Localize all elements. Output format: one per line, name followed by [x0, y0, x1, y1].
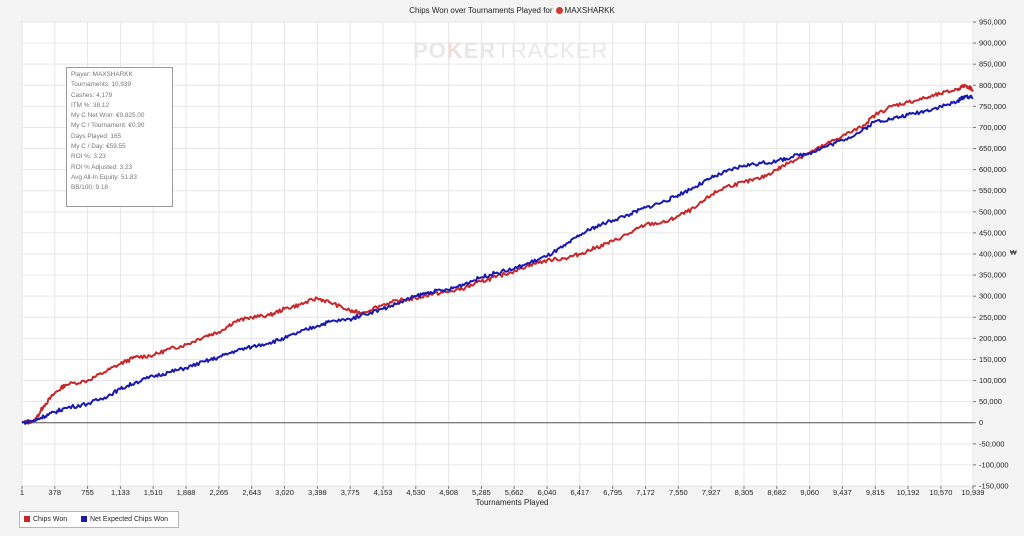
- y-tick-label-11: 400,000: [979, 250, 1006, 259]
- y-tick-label-22: 950,000: [979, 18, 1006, 27]
- y-tick-label-4: 50,000: [979, 397, 1002, 406]
- legend: Chips Won Net Expected Chips Won: [19, 511, 179, 528]
- x-tick-label-11: 4,153: [374, 488, 393, 497]
- x-tick-label-9: 3,398: [308, 488, 327, 497]
- pokertracker-watermark: POKERTRACKER: [413, 38, 609, 63]
- stats-box: Player: MAXSHARKK Tournaments: 10,939 Cash…: [66, 67, 173, 207]
- x-tick-label-26: 9,815: [866, 488, 885, 497]
- y-tick-label-1: -100,000: [979, 460, 1009, 469]
- x-tick-label-5: 1,888: [177, 488, 196, 497]
- stat-line-10: Avg All-In Equity: 51.83: [71, 173, 137, 181]
- x-tick-label-14: 5,285: [472, 488, 491, 497]
- x-tick-label-21: 7,927: [702, 488, 721, 497]
- stat-line-11: BB/100: 9.18: [71, 184, 108, 192]
- legend-item-net-expected[interactable]: Net Expected Chips Won: [81, 516, 168, 523]
- y-tick-label-6: 150,000: [979, 355, 1006, 364]
- x-tick-label-17: 6,417: [570, 488, 589, 497]
- stat-line-3: ITM %: 38.12: [71, 101, 110, 109]
- x-tick-label-20: 7,550: [669, 488, 688, 497]
- series-line-1: [21, 94, 974, 425]
- stat-line-7: My C / Day: €59.55: [71, 143, 126, 151]
- x-axis-label: Tournaments Played: [475, 498, 549, 507]
- y-axis-tick-labels: -150,000 -100,000 -50,000 0 50,000 100,000 150…: [973, 18, 1009, 491]
- x-tick-label-4: 1,510: [144, 488, 163, 497]
- stat-line-6: Days Played: 165: [71, 132, 122, 140]
- y-tick-label-13: 500,000: [979, 207, 1006, 216]
- y-tick-label-5: 100,000: [979, 376, 1006, 385]
- y-tick-label-8: 250,000: [979, 313, 1006, 322]
- y-tick-label-3: 0: [979, 418, 983, 427]
- x-axis-tick-labels: 1 378 755 1,133 1,510 1,888 2,265 2,643 3,020 3,3…: [20, 486, 985, 497]
- y-tick-label-9: 300,000: [979, 292, 1006, 301]
- x-tick-label-7: 2,643: [242, 488, 261, 497]
- chart-title-player: MAXSHARKK: [564, 6, 615, 15]
- x-tick-label-13: 4,908: [439, 488, 458, 497]
- y-tick-label-15: 600,000: [979, 165, 1006, 174]
- x-tick-label-1: 378: [49, 488, 62, 497]
- stat-line-9: ROI % Adjusted: 3.23: [71, 163, 133, 171]
- y-tick-label-0: -150,000: [979, 482, 1009, 491]
- y-tick-label-17: 700,000: [979, 123, 1006, 132]
- stat-line-4: My C Net Won: €9,825.00: [71, 112, 145, 120]
- y-tick-label-16: 650,000: [979, 144, 1006, 153]
- x-tick-label-8: 3,020: [275, 488, 294, 497]
- x-tick-label-0: 1: [20, 488, 24, 497]
- x-tick-label-12: 4,530: [406, 488, 425, 497]
- x-tick-label-2: 755: [81, 488, 94, 497]
- stat-line-2: Cashes: 4,179: [71, 91, 113, 99]
- x-tick-label-27: 10,192: [897, 488, 920, 497]
- stat-line-8: ROI %: 3.23: [71, 153, 106, 161]
- stat-line-5: My C / Tournament: €0.90: [71, 122, 145, 130]
- x-tick-label-24: 9,060: [800, 488, 819, 497]
- y-tick-label-20: 850,000: [979, 60, 1006, 69]
- y-tick-label-2: -50,000: [979, 439, 1004, 448]
- grid-lines: [21, 21, 974, 487]
- stat-line-1: Tournaments: 10,939: [71, 81, 132, 89]
- x-tick-label-28: 10,570: [929, 488, 952, 497]
- series-line-0: [21, 83, 974, 425]
- legend-swatch-net-expected: [81, 516, 87, 522]
- y-tick-label-18: 750,000: [979, 102, 1006, 111]
- x-tick-label-23: 8,682: [767, 488, 786, 497]
- chart-title-text: Chips Won over Tournaments Played for: [409, 6, 553, 15]
- x-tick-label-29: 10,939: [962, 488, 985, 497]
- series-group: [21, 83, 974, 425]
- legend-swatch-chips-won: [24, 516, 30, 522]
- x-tick-label-3: 1,133: [111, 488, 130, 497]
- x-tick-label-19: 7,172: [636, 488, 655, 497]
- y-tick-label-21: 900,000: [979, 39, 1006, 48]
- y-tick-label-14: 550,000: [979, 186, 1006, 195]
- player-site-icon: [555, 6, 563, 14]
- x-tick-label-15: 5,662: [505, 488, 524, 497]
- x-tick-label-6: 2,265: [209, 488, 228, 497]
- y-axis-unit: ₩: [1010, 250, 1017, 257]
- stat-line-0: Player: MAXSHARKK: [71, 71, 133, 78]
- x-tick-label-16: 6,040: [538, 488, 557, 497]
- y-tick-label-12: 450,000: [979, 228, 1006, 237]
- x-tick-label-22: 8,305: [735, 488, 754, 497]
- x-tick-label-18: 6,795: [603, 488, 622, 497]
- legend-item-chips-won[interactable]: Chips Won: [24, 516, 67, 523]
- chart-title: Chips Won over Tournaments Played for MAX…: [0, 6, 1024, 15]
- x-tick-label-10: 3,775: [341, 488, 360, 497]
- y-tick-label-7: 200,000: [979, 334, 1006, 343]
- y-tick-label-19: 800,000: [979, 81, 1006, 90]
- x-tick-label-25: 9,437: [833, 488, 852, 497]
- y-tick-label-10: 350,000: [979, 271, 1006, 280]
